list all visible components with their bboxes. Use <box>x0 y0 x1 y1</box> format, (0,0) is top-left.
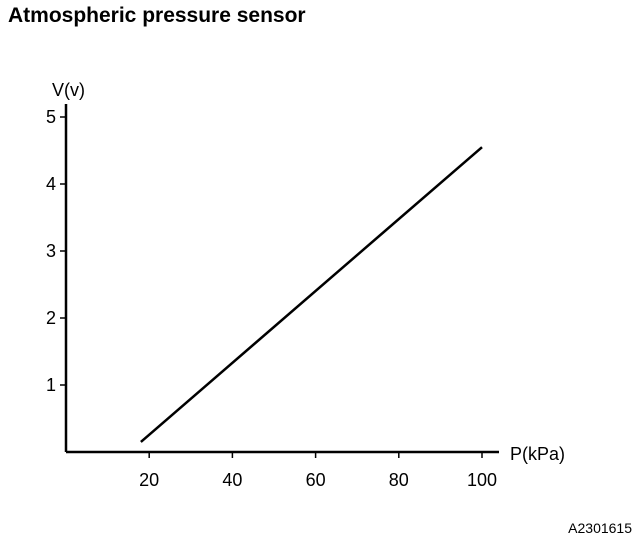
y-tick-label: 2 <box>46 308 56 328</box>
y-ticks: 1 2 3 4 5 <box>46 107 66 395</box>
x-tick-label: 80 <box>389 470 409 490</box>
y-tick-label: 3 <box>46 241 56 261</box>
chart-title: Atmospheric pressure sensor <box>8 4 306 27</box>
y-tick-label: 1 <box>46 375 56 395</box>
x-tick-label: 40 <box>222 470 242 490</box>
y-tick-label: 4 <box>46 174 56 194</box>
series-layer <box>140 146 483 443</box>
y-tick-label: 5 <box>46 107 56 127</box>
series-line-0 <box>140 146 483 443</box>
figure-code: A2301615 <box>568 520 632 536</box>
x-tick-label: 100 <box>467 470 497 490</box>
y-axis-label: V(v) <box>52 80 85 100</box>
x-axis-label: P(kPa) <box>510 444 565 464</box>
x-tick-label: 60 <box>306 470 326 490</box>
x-ticks: 20 40 60 80 100 <box>139 452 497 490</box>
x-tick-label: 20 <box>139 470 159 490</box>
